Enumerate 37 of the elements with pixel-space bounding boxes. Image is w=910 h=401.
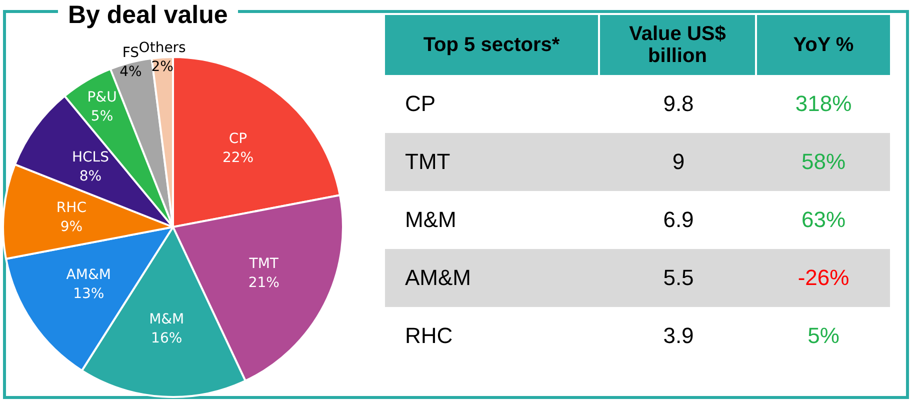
data-label: 21% [248,274,280,291]
slice-label: TMT [248,256,279,272]
data-label: 22% [222,150,254,166]
slice-label: CP [228,130,248,147]
data-label: 5% [808,323,840,349]
category-label: CP [405,91,436,117]
slice-label: HCLS [72,150,110,166]
slice-label: Others [138,40,186,56]
category-label: M&M [405,207,456,233]
data-label: 9 [672,149,685,175]
data-label: 2% [151,58,174,75]
data-label: 5% [90,108,114,125]
data-label: 5.5 [663,265,694,291]
text: Value US$ billion [600,15,757,75]
category-label: AM&M [405,265,471,291]
data-label: 3.9 [663,323,694,349]
text: YoY % [792,33,855,58]
data-label: 8% [79,168,102,185]
data-label: 16% [151,330,182,346]
slice-label: RHC [56,200,87,216]
data-label: 4% [120,64,142,80]
data-label: 63% [801,207,846,233]
slice-label: P&U [87,90,117,106]
data-label: 58% [801,149,846,175]
data-label: 9% [60,218,83,235]
slice-label: M&M [149,311,184,328]
data-label: 6.9 [663,207,694,233]
category-label: RHC [405,323,453,349]
text: Top 5 sectors* [385,15,600,75]
category-label: TMT [405,149,450,175]
data-label: -26% [798,265,850,291]
data-label: 318% [795,91,852,117]
slice-label: FS [122,44,140,61]
data-label: 9.8 [663,91,694,117]
chart-title: By deal value [58,0,238,30]
data-label: 13% [73,286,104,302]
slice-label: AM&M [66,266,111,283]
